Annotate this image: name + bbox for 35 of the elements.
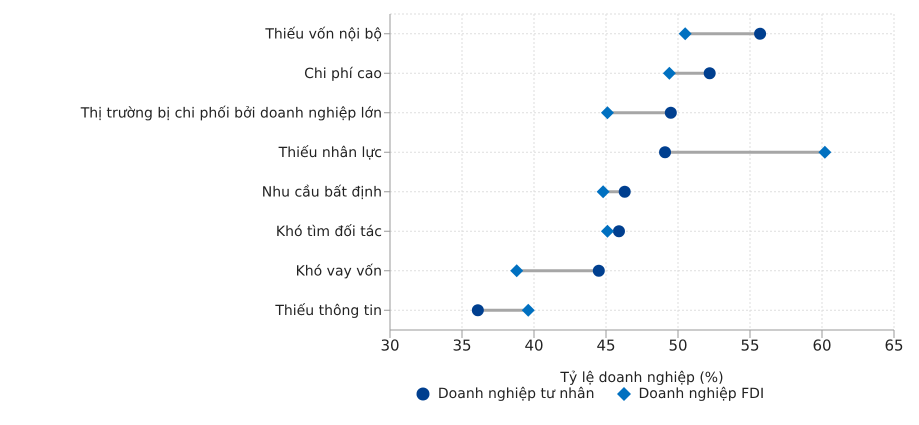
point: [659, 146, 672, 158]
point: [510, 264, 524, 278]
point: [612, 225, 625, 238]
point: [818, 146, 832, 159]
point: [596, 185, 610, 198]
point: [600, 106, 614, 120]
x-axis-title: Tỷ lệ doanh nghiệp (%): [559, 370, 724, 386]
y-tick-label: Thiếu vốn nội bộ: [264, 26, 382, 43]
y-tick-label: Thiếu thông tin: [274, 303, 382, 320]
legend-label: Doanh nghiệp tư nhân: [438, 386, 595, 402]
x-tick-label: 60: [812, 336, 832, 355]
point: [678, 27, 692, 40]
legend-label: Doanh nghiệp FDI: [638, 386, 764, 402]
point: [754, 28, 766, 40]
x-tick-label: 40: [524, 336, 544, 355]
point: [600, 224, 614, 238]
point: [472, 304, 484, 316]
point: [618, 186, 631, 198]
y-tick-label: Khó vay vốn: [296, 264, 382, 280]
point: [592, 264, 605, 277]
point: [662, 66, 676, 80]
x-tick-label: 65: [884, 336, 904, 355]
x-tick-label: 55: [740, 336, 760, 355]
point: [664, 106, 677, 119]
y-tick-label: Thị trường bị chi phối bởi doanh nghiệp lớn: [80, 106, 382, 122]
y-tick-label: Chi phí cao: [304, 66, 382, 82]
x-tick-label: 50: [668, 336, 688, 355]
x-tick-label: 45: [596, 336, 616, 355]
point: [522, 304, 535, 317]
x-tick-label: 35: [452, 336, 472, 355]
point: [704, 67, 716, 80]
y-tick-label: Khó tìm đối tác: [276, 224, 382, 240]
y-tick-label: Thiếu nhân lực: [278, 145, 382, 162]
x-tick-label: 30: [380, 336, 400, 355]
y-tick-label: Nhu cầu bất định: [262, 184, 382, 201]
